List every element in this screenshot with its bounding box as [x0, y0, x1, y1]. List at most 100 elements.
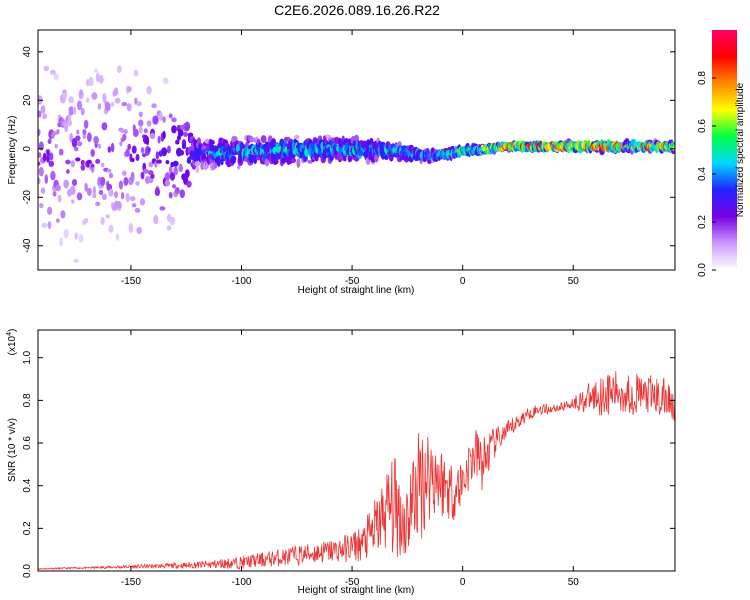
spectrogram-cell — [38, 110, 42, 118]
y-tick-label: 0 — [22, 146, 33, 152]
spectrogram-cell — [134, 207, 141, 213]
spectrogram-cell — [195, 166, 200, 174]
spectrogram-cell — [38, 161, 41, 166]
spectrogram-cell — [136, 101, 142, 107]
snr-panel: -150 -100 -50 0 50 0.0 0.2 0.4 0.6 0.8 1.0 Height… — [6, 329, 676, 596]
spectrogram-cell — [74, 232, 79, 241]
spectrogram-cell — [86, 187, 92, 196]
y-tick-label: 0.4 — [22, 478, 33, 492]
spectrogram-cell — [169, 216, 176, 226]
spectrogram-cell — [294, 134, 300, 140]
spectrogram-cell — [183, 132, 189, 137]
spectrogram-cell — [119, 141, 123, 147]
spectrogram-cell — [121, 170, 127, 176]
spectrogram-cell — [164, 172, 170, 181]
spectrogram-cell — [140, 147, 145, 154]
spectrogram-cell — [63, 179, 70, 189]
spectrogram-cell — [108, 172, 114, 179]
y-tick-label: 0.0 — [22, 564, 33, 578]
spectrogram-cell — [91, 166, 95, 173]
spectrogram-cell — [186, 180, 192, 188]
spectrogram-cell — [136, 226, 142, 234]
spectrogram-cell — [80, 164, 86, 171]
spectrogram-cell — [83, 119, 89, 129]
snr-y-axis: 0.0 0.2 0.4 0.6 0.8 1.0 — [22, 350, 675, 578]
spectrogram-cell — [172, 184, 176, 189]
snr-series-line — [38, 370, 675, 571]
spectrogram-cell — [95, 158, 101, 164]
spectrogram-cell — [57, 194, 62, 203]
spectrogram-cell — [162, 130, 166, 140]
spectrogram-cell — [75, 135, 81, 142]
spectrogram-cell — [58, 148, 64, 156]
spectrogram-cell — [138, 126, 143, 134]
spectrogram-cell — [158, 112, 163, 121]
spectrogram-cell — [201, 153, 206, 160]
spectrogram-cell — [107, 168, 112, 173]
colorbar-tick-label: 0.8 — [697, 71, 708, 85]
spectrogram-x-label: Height of straight line (km) — [298, 285, 415, 296]
spectrogram-cell — [126, 86, 132, 93]
colorbar-tick-label: 0.0 — [697, 263, 708, 277]
spectrogram-cell — [154, 187, 161, 197]
spectrogram-cell — [168, 192, 173, 199]
spectrogram-cell — [180, 150, 184, 156]
spectrogram-cell — [135, 181, 140, 186]
spectrogram-cell — [51, 131, 58, 136]
spectrogram-frame — [37, 29, 676, 271]
spectrogram-cell — [175, 187, 180, 192]
spectrogram-cell — [47, 206, 53, 215]
spectrogram-cell — [156, 159, 162, 164]
spectrogram-cell — [71, 199, 75, 204]
spectrogram-cell — [189, 153, 196, 159]
spectrogram-cell — [76, 100, 83, 111]
spectrogram-cell — [78, 234, 84, 243]
snr-x-label: Height of straight line (km) — [298, 585, 415, 596]
spectrogram-cell — [66, 119, 73, 127]
spectrogram-cell — [39, 203, 44, 209]
y-tick-label: -40 — [22, 238, 33, 253]
spectrogram-cell — [184, 169, 190, 179]
spectrogram-cell — [159, 206, 166, 211]
spectrogram-cell — [90, 149, 95, 157]
spectrogram-cell — [98, 189, 104, 195]
spectrogram-cell — [135, 153, 140, 162]
spectrogram-cell — [66, 169, 70, 174]
spectrogram-cell — [125, 148, 130, 157]
spectrogram-cell — [131, 203, 137, 208]
spectrogram-cell — [108, 224, 114, 233]
spectrogram-cell — [152, 115, 159, 125]
spectrogram-cell — [42, 152, 47, 162]
spectrogram-cell — [150, 173, 155, 179]
spectrogram-cell — [241, 144, 246, 149]
snr-x-axis: -150 -100 -50 0 50 — [121, 330, 579, 588]
spectrogram-cell — [374, 153, 379, 163]
spectrogram-cell — [42, 113, 47, 120]
spectrogram-cell — [146, 120, 152, 127]
spectrogram-cell — [138, 111, 143, 118]
spectrogram-cell — [41, 222, 48, 228]
spectrogram-cell — [60, 210, 66, 219]
spectrogram-cell — [76, 129, 80, 135]
x-tick-label: 50 — [568, 276, 580, 287]
colorbar-tick-label: 0.6 — [697, 119, 708, 133]
y-tick-label: -20 — [22, 190, 33, 205]
spectrogram-cell — [47, 138, 52, 144]
spectrogram-cell — [178, 164, 183, 172]
spectrogram-cell — [164, 179, 171, 187]
spectrogram-cell — [56, 129, 60, 135]
spectrogram-cell — [133, 128, 139, 138]
x-tick-label: -50 — [345, 577, 360, 588]
spectrogram-cell — [40, 187, 46, 194]
spectrogram-cell — [53, 73, 59, 81]
spectrogram-cell — [72, 106, 77, 115]
spectrogram-cell — [38, 166, 44, 177]
spectrogram-cell — [153, 214, 159, 225]
spectrogram-cell — [70, 160, 76, 168]
y-tick-label: 0.2 — [22, 521, 33, 535]
spectrogram-cell — [307, 159, 313, 164]
spectrogram-cell — [177, 128, 184, 137]
x-tick-label: 0 — [460, 577, 466, 588]
spectrogram-cell — [50, 170, 56, 181]
spectrogram-cell — [151, 103, 157, 109]
